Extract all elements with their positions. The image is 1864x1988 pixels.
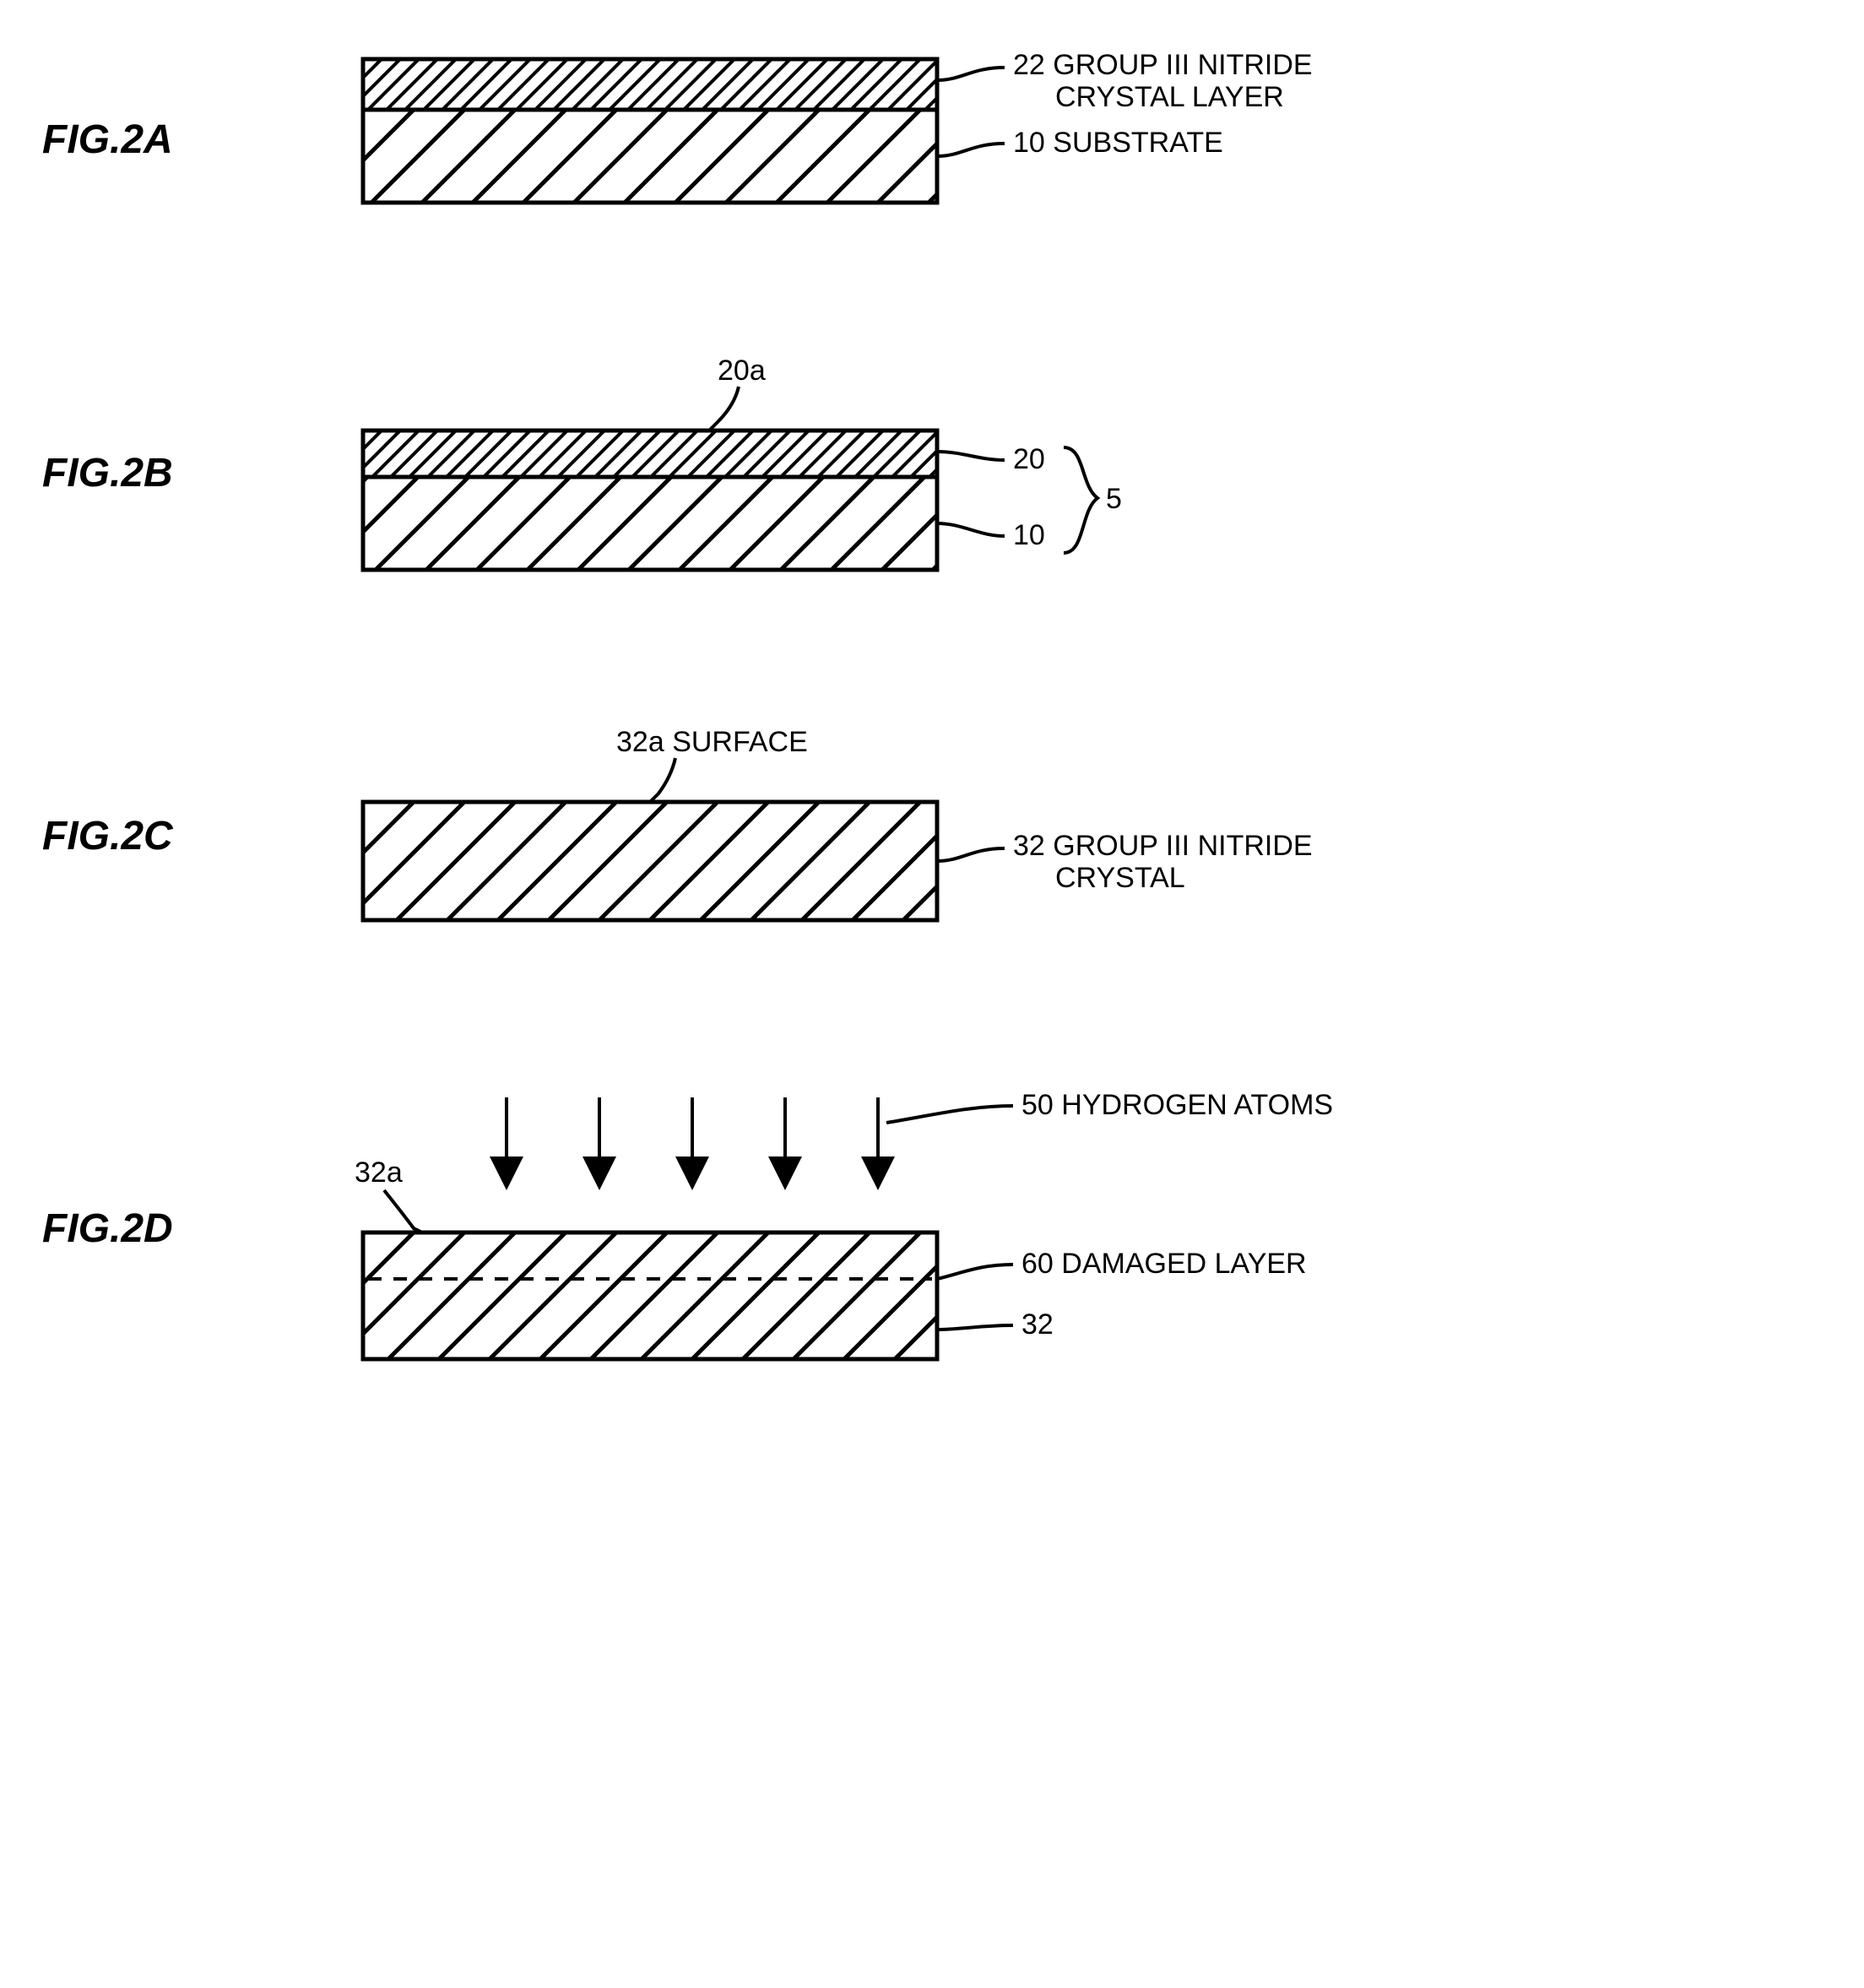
hydrogen-arrows: [507, 1097, 878, 1173]
label-60: 60 DAMAGED LAYER: [1021, 1248, 1307, 1280]
label-20: 20: [1013, 443, 1045, 475]
figure-2b: FIG.2B 20a 20 10: [42, 338, 1822, 608]
label-22-desc-l1: GROUP III NITRIDE: [1053, 49, 1312, 81]
fig-2a-label: FIG.2A: [42, 116, 329, 163]
label-32a-surface: 32a SURFACE: [616, 726, 808, 758]
fig-2d-diagram: 50 HYDROGEN ATOMS 32a 60 DAMAGED LAYER 3…: [329, 1064, 1511, 1393]
label-50: 50 HYDROGEN ATOMS: [1021, 1089, 1333, 1121]
fig-2b-diagram: 20a 20 10 5: [329, 338, 1511, 608]
label-32a-d: 32a: [355, 1157, 403, 1189]
figure-2a: FIG.2A 22 GROUP III NITRIDE CRYSTAL LAYE…: [42, 42, 1822, 236]
label-10b: 10: [1013, 519, 1045, 551]
label-32-d: 32: [1021, 1308, 1054, 1341]
fig-2c-diagram: 32a SURFACE 32 GROUP III NITRIDE CRYSTAL: [329, 709, 1511, 962]
fig-2c-label: FIG.2C: [42, 813, 329, 859]
label-22-desc-l2: CRYSTAL LAYER: [1055, 81, 1284, 113]
label-32-ref: 32 GROUP III NITRIDE: [1013, 830, 1313, 862]
fig-2b-label: FIG.2B: [42, 450, 329, 496]
fig-2a-diagram: 22 GROUP III NITRIDE CRYSTAL LAYER 10 SU…: [329, 42, 1511, 236]
figure-2c: FIG.2C 32a SURFACE 32 GROUP III NITRIDE …: [42, 709, 1822, 962]
label-10: 10 SUBSTRATE: [1013, 127, 1223, 159]
label-20a: 20a: [718, 355, 766, 387]
label-32-desc-l2: CRYSTAL: [1055, 862, 1185, 894]
figure-2d: FIG.2D: [42, 1064, 1822, 1393]
label-5: 5: [1106, 483, 1122, 515]
label-22-ref: 22 GROUP III NITRIDE: [1013, 49, 1313, 81]
fig-2d-label: FIG.2D: [42, 1205, 329, 1252]
